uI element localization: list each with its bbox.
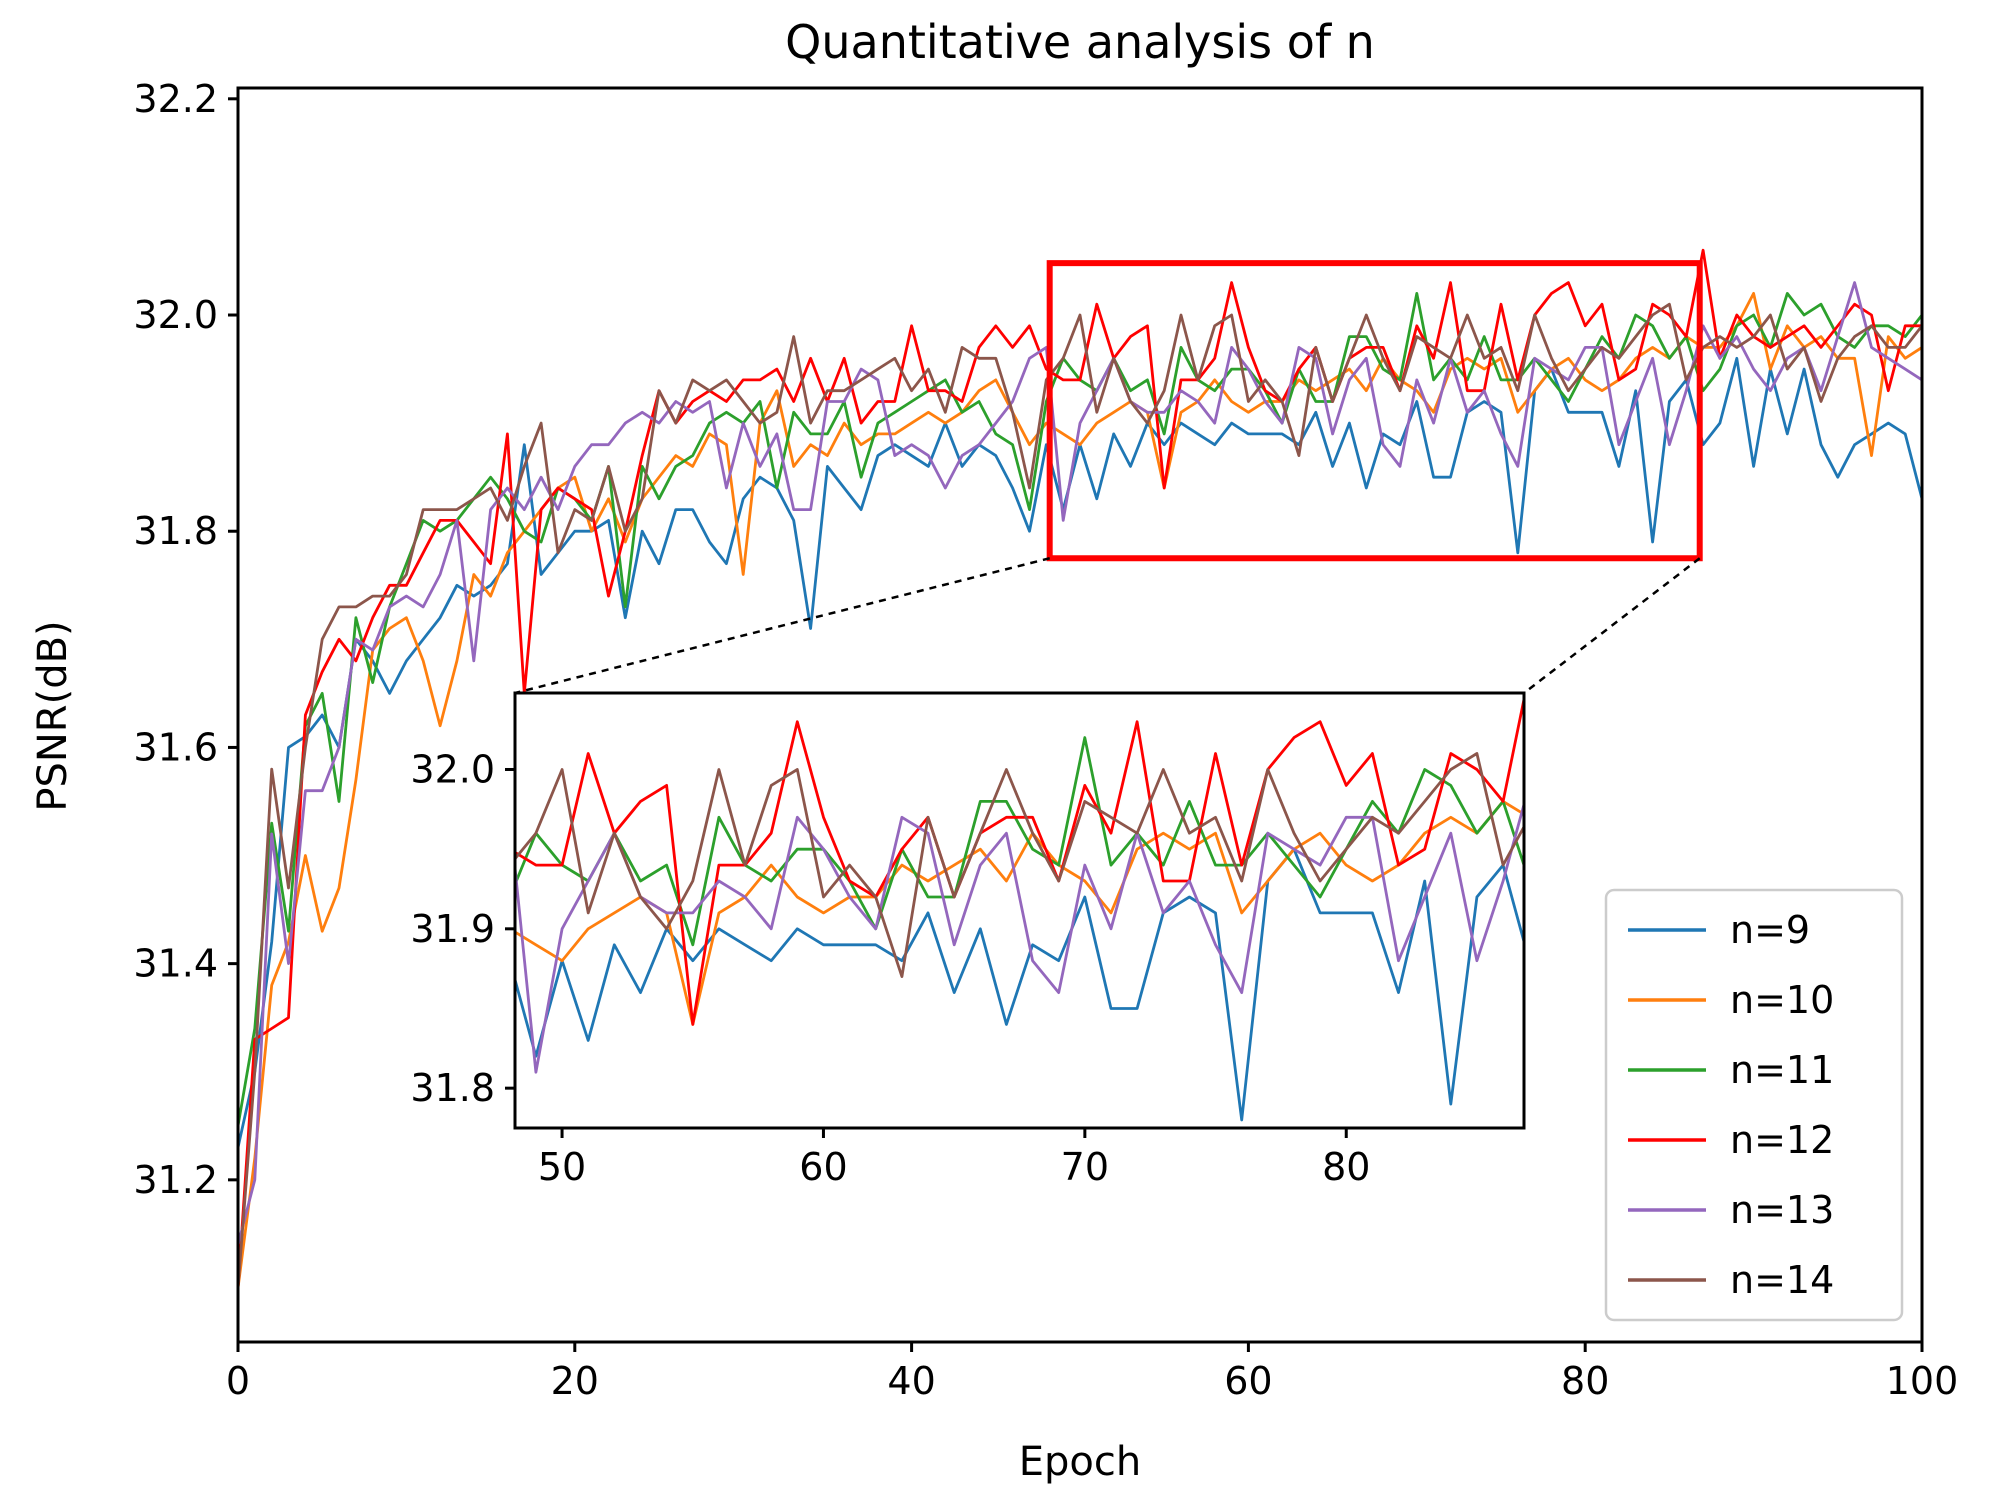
main-plot-frame [236, 86, 1924, 1344]
inset-series-line-n=13 [515, 799, 1524, 1074]
y-tick-label: 31.4 [133, 942, 218, 986]
chart-title: Quantitative analysis of n [785, 15, 1375, 69]
series-line-n=13 [238, 281, 1922, 1246]
y-axis-label: PSNR(dB) [30, 620, 76, 811]
zoom-connector-left [514, 557, 1050, 695]
inset-x-tick-label: 70 [1061, 1145, 1109, 1189]
inset-zoom-plot: 50 60 70 80 31.8 31.9 32.0 [410, 557, 1701, 1189]
legend-label: n=12 [1730, 1118, 1834, 1162]
y-tick-label: 32.0 [133, 293, 218, 337]
zoom-region-box [1046, 260, 1703, 562]
legend: n=9 n=10 n=11 n=12 n=13 n=14 [1604, 888, 1904, 1322]
inset-series-line-n=14 [515, 752, 1524, 978]
y-tick-label: 31.6 [133, 725, 218, 769]
y-tick-label: 32.2 [133, 77, 218, 121]
inset-background [515, 693, 1524, 1128]
legend-box [1604, 888, 1904, 1322]
inset-x-tick-label: 80 [1322, 1145, 1370, 1189]
series-line-n=12 [238, 248, 1922, 1288]
x-tick-label: 80 [1561, 1359, 1609, 1403]
inset-series-line-n=9 [515, 847, 1524, 1122]
legend-label: n=10 [1730, 978, 1834, 1022]
main-plot-area: 0 20 40 60 80 100 31.2 31.4 31.6 31.8 32.0 32.2 [133, 77, 1958, 1403]
inset-y-tick-label: 32.0 [410, 747, 495, 791]
inset-x-tick-label: 60 [799, 1145, 847, 1189]
legend-label: n=11 [1730, 1048, 1834, 1092]
legend-label: n=14 [1730, 1258, 1834, 1302]
series-line-n=14 [238, 302, 1922, 1289]
main-series-group [238, 248, 1922, 1289]
inset-series-group [515, 693, 1524, 1122]
x-tick-label: 40 [887, 1359, 935, 1403]
inset-series-line-n=10 [515, 800, 1524, 1026]
y-tick-label: 31.2 [133, 1158, 218, 1202]
inset-y-tick-label: 31.8 [410, 1066, 495, 1110]
y-tick-label: 31.8 [133, 509, 218, 553]
x-tick-label: 100 [1886, 1359, 1959, 1403]
inset-frame [513, 691, 1526, 1130]
series-line-n=10 [238, 292, 1922, 1289]
legend-label: n=9 [1730, 908, 1810, 952]
inset-x-tick-label: 50 [538, 1145, 586, 1189]
x-tick-label: 0 [226, 1359, 250, 1403]
legend-label: n=13 [1730, 1188, 1834, 1232]
x-tick-label: 20 [551, 1359, 599, 1403]
zoom-connector-right [1523, 557, 1701, 694]
inset-y-tick-label: 31.9 [410, 907, 495, 951]
x-tick-label: 60 [1224, 1359, 1272, 1403]
x-axis-label: Epoch [1019, 1439, 1141, 1485]
